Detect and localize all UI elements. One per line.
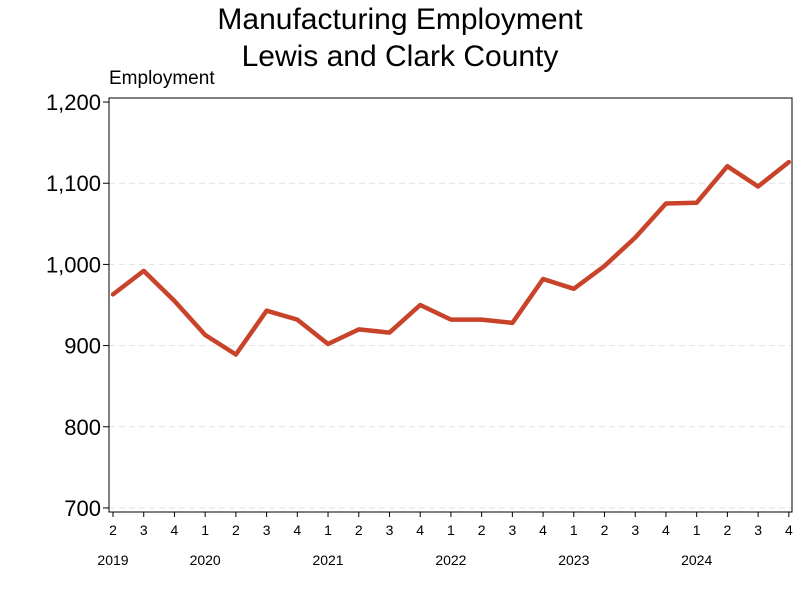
data-point — [449, 318, 453, 322]
data-point — [664, 202, 668, 206]
data-point — [295, 318, 299, 322]
data-point — [265, 309, 269, 313]
y-tick-label: 700 — [64, 496, 101, 521]
x-tick-label: 2 — [355, 522, 363, 538]
x-tick-label: 2 — [232, 522, 240, 538]
x-tick-label: 1 — [693, 522, 701, 538]
x-tick-label: 3 — [754, 522, 762, 538]
data-point — [111, 292, 115, 296]
x-year-label: 2020 — [190, 552, 221, 568]
x-tick-label: 3 — [263, 522, 271, 538]
x-tick-label: 2 — [724, 522, 732, 538]
x-tick-label: 3 — [140, 522, 148, 538]
data-point — [234, 353, 238, 357]
data-point — [510, 321, 514, 325]
chart-title-line1: Manufacturing Employment — [217, 3, 583, 36]
data-point — [387, 331, 391, 335]
x-tick-label: 4 — [785, 522, 793, 538]
data-point — [203, 333, 207, 337]
data-point — [326, 342, 330, 346]
data-point — [633, 236, 637, 240]
data-point — [725, 164, 729, 168]
y-tick-label: 800 — [64, 415, 101, 440]
x-tick-label: 4 — [662, 522, 670, 538]
x-tick-label: 4 — [416, 522, 424, 538]
data-point — [418, 303, 422, 307]
y-tick-label: 900 — [64, 334, 101, 359]
x-tick-label: 1 — [201, 522, 209, 538]
x-year-label: 2022 — [435, 552, 466, 568]
x-tick-label: 2 — [478, 522, 486, 538]
y-tick-label: 1,000 — [46, 252, 101, 277]
x-tick-label: 1 — [447, 522, 455, 538]
data-point — [172, 299, 176, 303]
x-tick-label: 3 — [386, 522, 394, 538]
x-tick-label: 2 — [109, 522, 117, 538]
x-tick-label: 4 — [539, 522, 547, 538]
data-point — [603, 264, 607, 268]
x-tick-label: 3 — [508, 522, 516, 538]
x-tick-label: 1 — [570, 522, 578, 538]
y-tick-label: 1,100 — [46, 171, 101, 196]
data-point — [787, 160, 791, 164]
data-point — [480, 318, 484, 322]
x-year-label: 2024 — [681, 552, 712, 568]
data-point — [756, 184, 760, 188]
x-tick-label: 2 — [601, 522, 609, 538]
y-tick-label: 1,200 — [46, 90, 101, 115]
x-tick-label: 3 — [631, 522, 639, 538]
x-tick-label: 4 — [171, 522, 179, 538]
data-point — [572, 287, 576, 291]
series-line — [110, 159, 792, 357]
data-point — [357, 327, 361, 331]
data-point — [142, 269, 146, 273]
data-point — [695, 201, 699, 205]
x-year-label: 2023 — [558, 552, 589, 568]
plot-frame — [108, 97, 793, 513]
y-axis-label: Employment — [109, 68, 215, 89]
x-year-label: 2021 — [312, 552, 343, 568]
data-point — [541, 277, 545, 281]
x-year-label: 2019 — [97, 552, 128, 568]
x-tick-label: 1 — [324, 522, 332, 538]
x-tick-label: 4 — [293, 522, 301, 538]
chart-title-line2: Lewis and Clark County — [241, 40, 559, 73]
